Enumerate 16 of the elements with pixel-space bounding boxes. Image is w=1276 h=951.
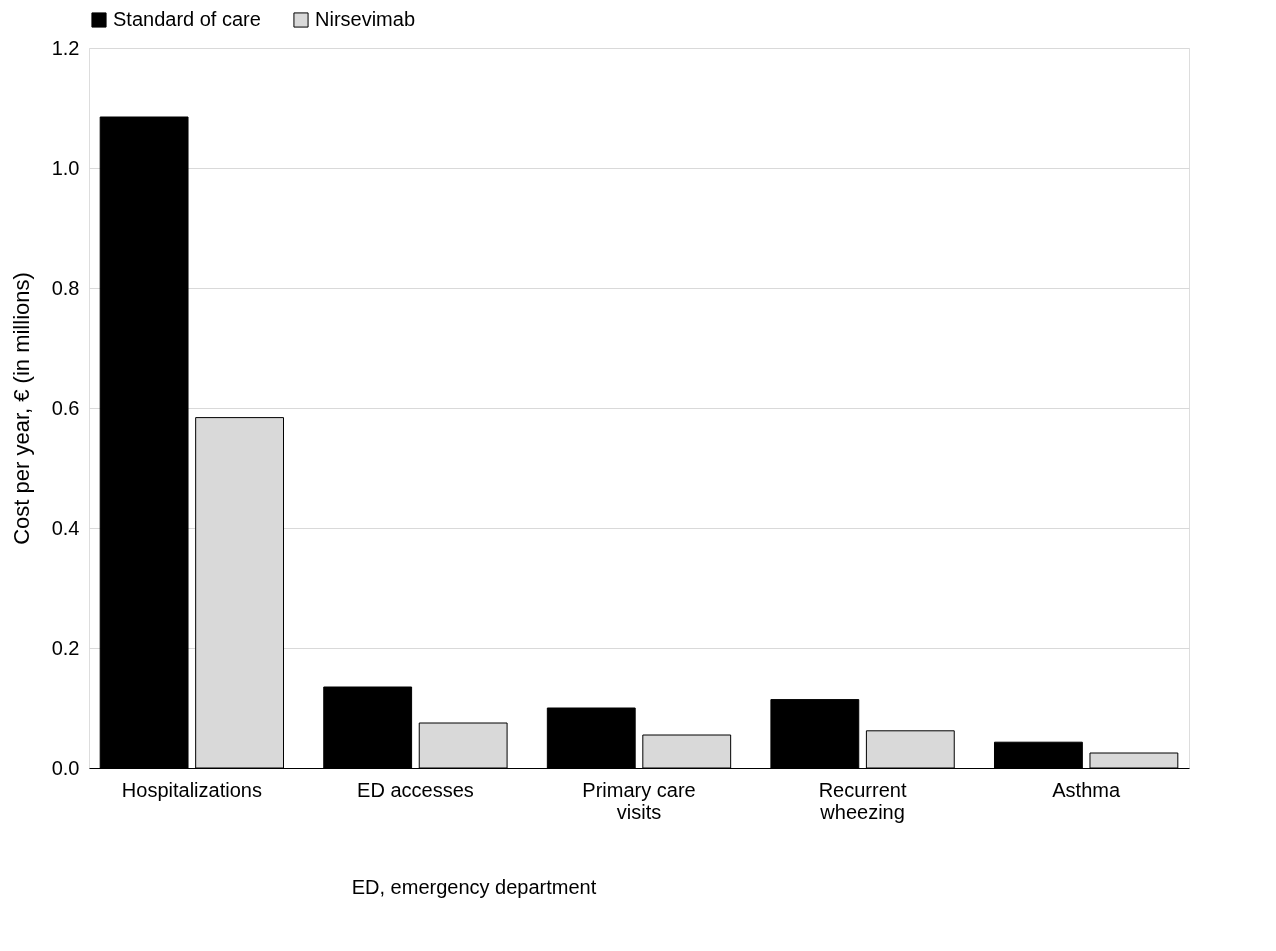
text: ED, emergency department: [351, 876, 597, 898]
x-tick-label: ED accesses: [357, 778, 474, 801]
y-tick-label: 0.6: [51, 396, 80, 419]
y-tick-label: 0.2: [51, 636, 80, 659]
x-tick-label: Recurrent wheezing: [818, 778, 907, 823]
y-tick-label: 1.0: [51, 156, 80, 179]
y-tick-label: 0.0: [51, 756, 80, 779]
y-tick-label: 1.2: [51, 36, 80, 59]
y-axis-title: Cost per year, € (in millions): [8, 272, 34, 545]
x-tick-label: Asthma: [1052, 778, 1121, 801]
x-tick-label: Primary care visits: [582, 778, 696, 823]
legend-label: Standard of care: [113, 8, 261, 30]
x-tick-label: Hospitalizations: [121, 778, 262, 801]
legend-label: Nirsevimab: [315, 8, 416, 30]
y-tick-label: 0.8: [51, 276, 80, 299]
y-tick-label: 0.4: [51, 516, 80, 539]
